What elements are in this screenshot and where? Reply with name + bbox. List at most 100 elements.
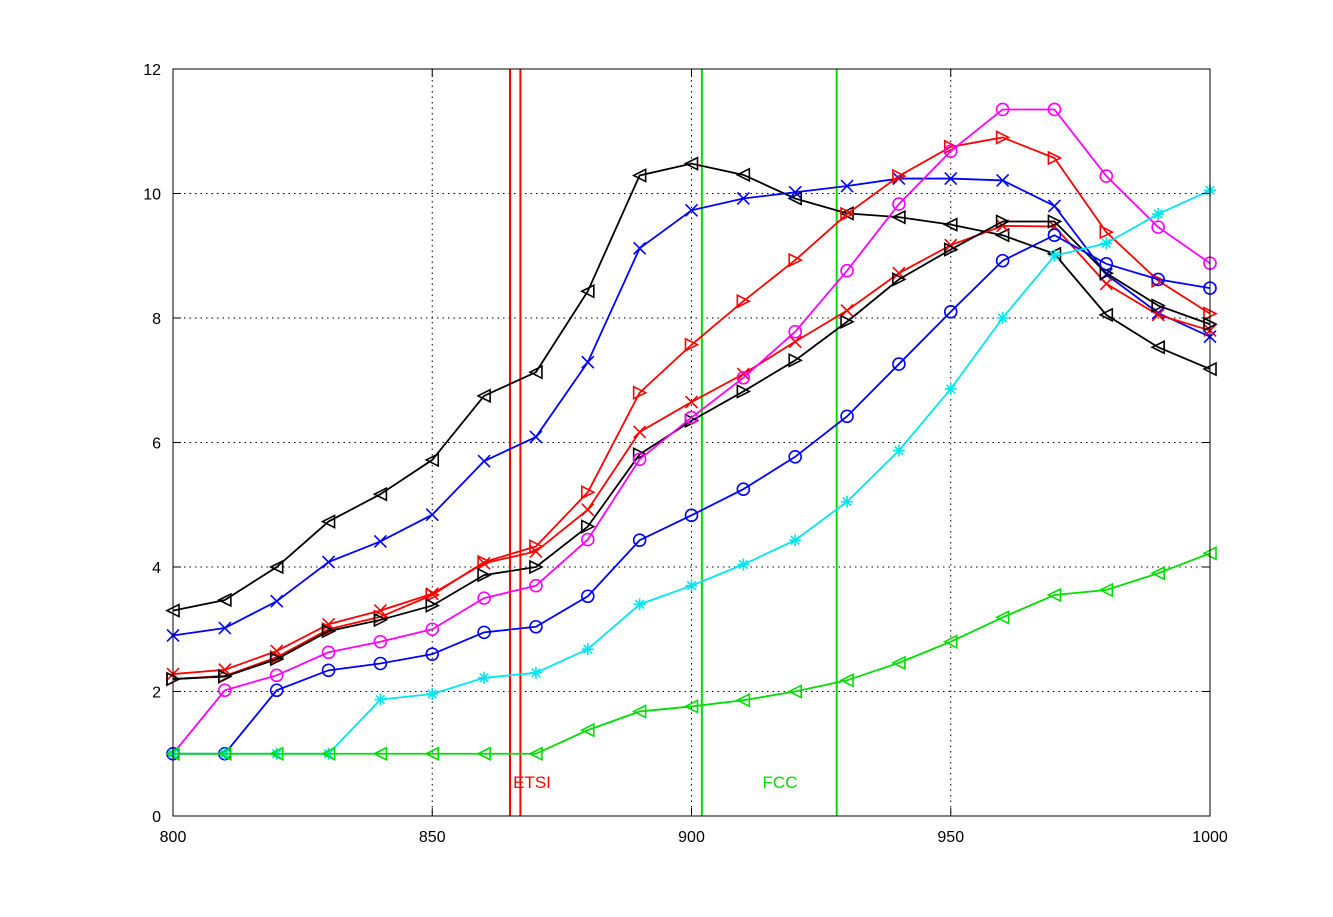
data-point: [321, 663, 336, 678]
series-line: [172, 136, 1211, 680]
data-point: [994, 610, 1010, 625]
data-point: [373, 656, 388, 671]
x-tick-label: 800: [160, 829, 187, 846]
data-point: [995, 253, 1010, 268]
data-point: [892, 272, 907, 287]
data-point: [373, 612, 389, 628]
data-point: [736, 191, 750, 206]
data-point: [942, 634, 958, 649]
data-point: [1047, 102, 1062, 117]
data-point: [632, 385, 648, 400]
data-point: [320, 746, 336, 762]
data-point: [373, 634, 388, 649]
data-point: [1098, 582, 1114, 598]
data-point: [789, 534, 802, 547]
data-point: [581, 643, 594, 656]
data-point: [1048, 249, 1061, 262]
band-annotations: ETSI FCC: [513, 773, 797, 792]
tick-labels: 800 850 900 950 1000 0 2 4 6 8 10 12: [143, 62, 1228, 846]
y-tick-label: 4: [152, 560, 161, 577]
data-point: [529, 559, 544, 575]
data-point: [632, 447, 648, 462]
data-point: [477, 591, 491, 605]
data-point: [788, 185, 802, 199]
data-point: [788, 353, 803, 368]
data-point: [476, 746, 491, 762]
data-point: [425, 622, 440, 637]
data-point: [736, 367, 750, 381]
data-point: [425, 587, 439, 601]
data-point: [943, 242, 959, 257]
data-point: [1151, 298, 1166, 313]
data-point: [892, 444, 905, 457]
data-point: [995, 214, 1011, 229]
data-point: [372, 746, 388, 762]
series-line: [173, 234, 1211, 755]
data-point: [581, 519, 596, 534]
data-point: [788, 335, 802, 349]
data-point: [788, 252, 803, 268]
data-point: [1046, 587, 1062, 603]
data-point: [218, 669, 233, 684]
data-point: [581, 485, 596, 500]
data-point: [1047, 150, 1063, 166]
data-point: [787, 684, 802, 699]
data-point: [529, 619, 543, 634]
data-point: [529, 430, 543, 444]
data-point: [891, 655, 906, 671]
data-point: [476, 388, 491, 404]
data-point: [1151, 272, 1165, 287]
data-point: [944, 171, 958, 186]
data-point: [683, 699, 699, 714]
series-2: [166, 171, 1217, 643]
data-point: [633, 598, 646, 611]
y-tick-label: 0: [152, 809, 161, 826]
data-point: [1047, 199, 1062, 213]
data-point: [632, 533, 647, 548]
data-point: [1099, 277, 1113, 291]
data-point: [424, 746, 440, 762]
series-7: [166, 228, 1217, 761]
data-point: [477, 554, 492, 570]
band-label: FCC: [763, 773, 798, 792]
band-label: ETSI: [513, 773, 551, 792]
data-point: [580, 589, 595, 604]
data-point: [373, 534, 387, 549]
data-point: [994, 227, 1010, 243]
data-point: [942, 217, 958, 232]
data-point: [1047, 228, 1062, 243]
data-point: [840, 206, 855, 222]
data-point: [424, 452, 440, 468]
data-point: [735, 167, 751, 183]
x-tick-label: 850: [419, 829, 446, 846]
data-point: [736, 384, 752, 399]
data-point: [684, 337, 700, 353]
data-point: [581, 355, 595, 369]
data-point: [1098, 307, 1114, 323]
data-point: [477, 625, 491, 640]
data-point: [1100, 237, 1113, 250]
data-point: [1152, 208, 1165, 221]
data-point: [217, 592, 232, 608]
data-point: [321, 617, 336, 631]
y-tick-label: 8: [152, 311, 161, 328]
data-point: [943, 139, 959, 155]
data-point: [477, 567, 492, 583]
data-point: [840, 263, 854, 278]
data-point: [995, 102, 1010, 117]
data-point: [736, 293, 752, 309]
data-point: [633, 241, 647, 255]
data-point: [684, 203, 699, 217]
data-point: [1150, 565, 1165, 581]
data-point: [321, 623, 337, 639]
data-point: [632, 452, 647, 467]
x-tick-label: 900: [678, 829, 705, 846]
series-line: [172, 220, 1211, 680]
data-point: [943, 304, 958, 319]
series-line: [172, 162, 1211, 612]
data-point: [1099, 169, 1114, 183]
axis-ticks: [172, 68, 1211, 817]
data-point: [218, 663, 232, 677]
data-point: [892, 197, 906, 211]
